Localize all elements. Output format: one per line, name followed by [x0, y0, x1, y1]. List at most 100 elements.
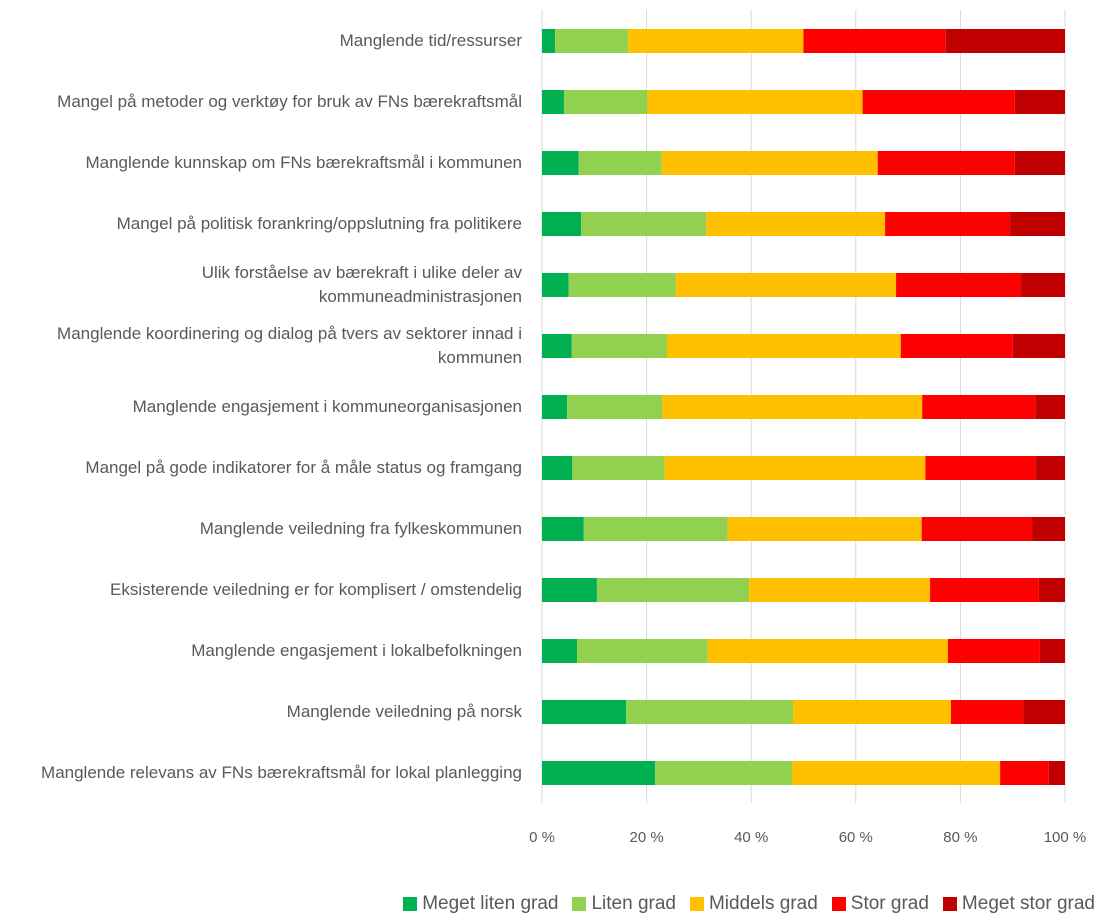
x-tick-label: 0 %: [529, 829, 555, 846]
category-label: Manglende koordinering og dialog på tver…: [57, 324, 522, 367]
bar-segment: [542, 456, 573, 480]
category-label: Mangel på metoder og verktøy for bruk av…: [57, 92, 522, 111]
legend-label: Meget stor grad: [961, 893, 1095, 914]
bar-segment: [577, 639, 708, 663]
bar-segment: [1035, 395, 1065, 419]
bar-segment: [1012, 334, 1065, 358]
bar-segment: [1032, 517, 1065, 541]
bar-segment: [1048, 761, 1065, 785]
bar-segment: [578, 151, 662, 175]
legend-swatch: [942, 897, 957, 911]
bar-segment: [930, 578, 1039, 602]
x-tick-label: 60 %: [839, 829, 873, 846]
bar-segment: [666, 334, 901, 358]
bar-segment: [862, 90, 1015, 114]
bar-segment: [568, 273, 676, 297]
bar-segment: [727, 517, 922, 541]
legend-swatch: [689, 897, 704, 911]
bar-segment: [626, 700, 794, 724]
bar-segment: [1035, 456, 1065, 480]
bar-segment: [567, 395, 663, 419]
legend-swatch: [572, 897, 587, 911]
bar-segment: [654, 761, 792, 785]
bar-segment: [675, 273, 897, 297]
bar-segment: [945, 29, 1065, 53]
bar-segment: [563, 90, 648, 114]
bar-segment: [791, 761, 1001, 785]
bar-segment: [1038, 578, 1065, 602]
bar-segment: [922, 395, 1036, 419]
bar-segment: [542, 273, 569, 297]
bar-segment: [1039, 639, 1065, 663]
bar-segment: [542, 334, 572, 358]
bar-segment: [885, 212, 1011, 236]
legend-swatch: [403, 897, 418, 911]
category-label: Manglende engasjement i kommuneorganisas…: [132, 397, 522, 416]
bar-segment: [1014, 151, 1065, 175]
legend-label: Middels grad: [708, 893, 818, 914]
bar-segment: [947, 639, 1040, 663]
x-tick-label: 40 %: [734, 829, 768, 846]
bar-segment: [542, 151, 579, 175]
bar-segment: [925, 456, 1036, 480]
bar-segment: [542, 700, 627, 724]
bar-segment: [542, 90, 564, 114]
legend-item: Liten grad: [572, 893, 676, 915]
legend-item: Meget stor grad: [942, 893, 1095, 915]
legend: Meget liten grad Liten grad Middels grad St…: [0, 893, 1101, 915]
bar-segment: [647, 90, 863, 114]
bar-segment: [581, 212, 707, 236]
bar-segment: [661, 151, 878, 175]
x-tick-label: 20 %: [629, 829, 663, 846]
bar-segment: [900, 334, 1013, 358]
category-label: Manglende engasjement i lokalbefolkninge…: [191, 641, 522, 660]
legend-item: Stor grad: [831, 893, 929, 915]
bar-segment: [542, 578, 597, 602]
bar-segment: [749, 578, 931, 602]
category-label: Manglende veiledning på norsk: [286, 702, 522, 721]
bar-segment: [921, 517, 1033, 541]
bar-segment: [1014, 90, 1065, 114]
bar-segment: [628, 29, 804, 53]
bar-segment: [555, 29, 629, 53]
bar-segment: [662, 395, 923, 419]
legend-item: Meget liten grad: [403, 893, 558, 915]
category-label: Manglende tid/ressurser: [339, 31, 522, 50]
category-label: Mangel på politisk forankring/oppslutnin…: [116, 214, 522, 233]
category-label: Mangel på gode indikatorer for å måle st…: [85, 458, 522, 477]
bar-segment: [542, 395, 568, 419]
bar-segment: [571, 334, 667, 358]
bar-segment: [950, 700, 1024, 724]
bar-segment: [542, 29, 556, 53]
category-label: Manglende relevans av FNs bærekraftsmål …: [41, 763, 522, 782]
bar-segment: [542, 212, 582, 236]
bar-segment: [583, 517, 728, 541]
x-tick-label: 100 %: [1044, 829, 1087, 846]
legend-label: Stor grad: [850, 893, 929, 914]
bar-segment: [572, 456, 665, 480]
bar-segment: [1000, 761, 1049, 785]
bar-segment: [1021, 273, 1065, 297]
bar-segment: [1010, 212, 1065, 236]
bar-segment: [542, 761, 655, 785]
bar-segment: [596, 578, 750, 602]
category-label: Manglende kunnskap om FNs bærekraftsmål …: [85, 153, 522, 172]
legend-label: Meget liten grad: [422, 893, 559, 914]
bar-segment: [707, 639, 948, 663]
legend-item: Middels grad: [689, 893, 818, 915]
x-tick-label: 80 %: [943, 829, 977, 846]
category-label: Ulik forståelse av bærekraft i ulike del…: [201, 263, 522, 306]
category-label: Eksisterende veiledning er for kompliser…: [110, 580, 522, 599]
legend-label: Liten grad: [591, 893, 676, 914]
bar-segment: [1023, 700, 1065, 724]
bar-segment: [542, 517, 584, 541]
bar-segment: [664, 456, 926, 480]
bar-segment: [542, 639, 578, 663]
bar-segment: [706, 212, 886, 236]
bar-segment: [793, 700, 951, 724]
bar-segment: [896, 273, 1022, 297]
legend-swatch: [831, 897, 846, 911]
bar-segment: [803, 29, 946, 53]
